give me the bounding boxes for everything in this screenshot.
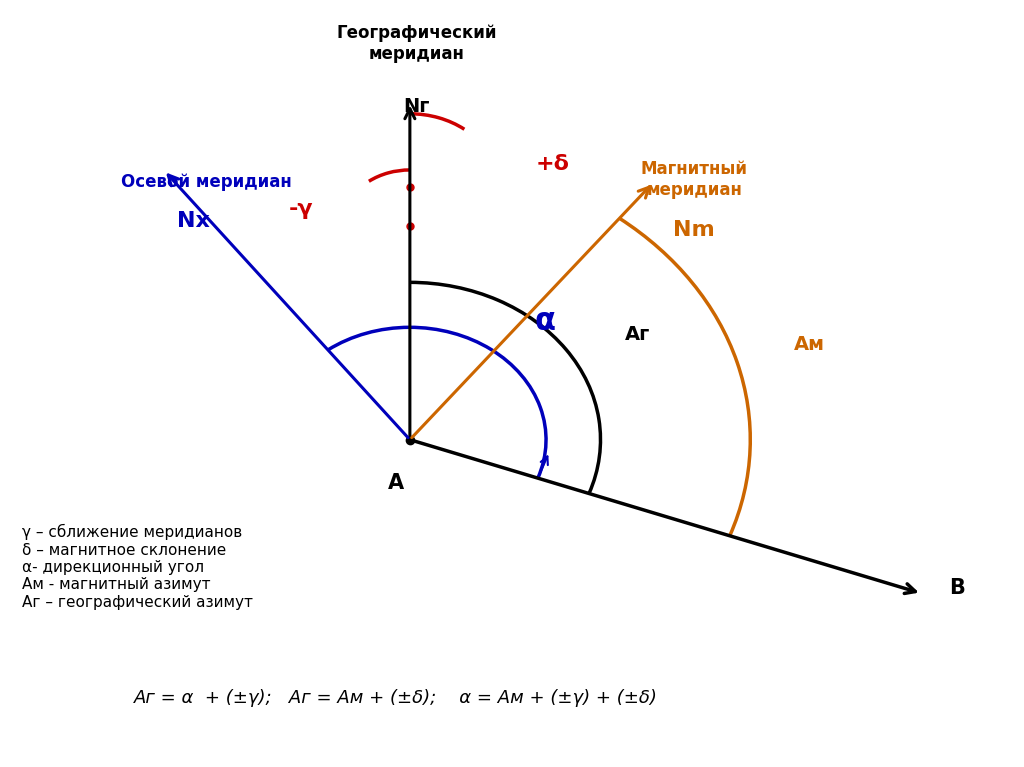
Text: Осевой меридиан: Осевой меридиан — [121, 173, 292, 190]
Text: γ – сближение меридианов
δ – магнитное склонение
α- дирекционный угол
Ам - магни: γ – сближение меридианов δ – магнитное с… — [22, 524, 253, 610]
Text: Географический
меридиан: Географический меридиан — [337, 25, 497, 63]
Text: Nг: Nг — [403, 97, 430, 116]
Text: α: α — [535, 307, 555, 335]
Text: Магнитный
меридиан: Магнитный меридиан — [641, 160, 748, 199]
Text: Aг = α  + (±γ);   Aг = Aм + (±δ);    α = Aм + (±γ) + (±δ): Aг = α + (±γ); Aг = Aм + (±δ); α = Aм + … — [134, 690, 658, 707]
Text: A: A — [388, 473, 404, 493]
Text: Aм: Aм — [795, 334, 825, 354]
Text: +δ: +δ — [536, 154, 569, 174]
Text: -γ: -γ — [289, 199, 313, 219]
Text: B: B — [949, 578, 965, 597]
Text: Nx: Nx — [176, 211, 210, 231]
Text: Nm: Nm — [674, 220, 715, 240]
Text: Aг: Aг — [626, 325, 650, 344]
